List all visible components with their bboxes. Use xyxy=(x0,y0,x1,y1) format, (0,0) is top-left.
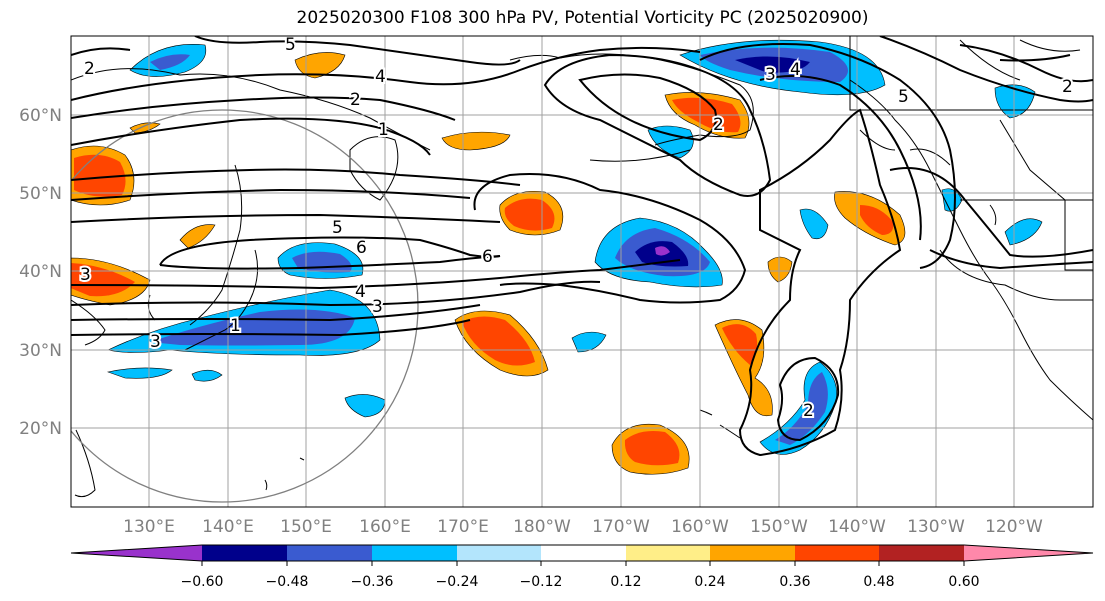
colorbar-tick-label: 0.48 xyxy=(863,574,894,590)
lon-label: 160°E xyxy=(359,517,411,537)
pv-negative-patch xyxy=(150,309,355,346)
lon-label: 180°W xyxy=(513,517,571,537)
pv-positive-patch xyxy=(767,256,793,283)
lat-label: 20°N xyxy=(19,419,62,439)
pv-negative-patch xyxy=(655,246,670,256)
contour-label: 1 xyxy=(230,316,241,336)
pv-negative-patch xyxy=(344,394,386,418)
colorbar-tick-label: 0.60 xyxy=(948,574,979,590)
contour-label: 3 xyxy=(150,332,161,352)
pv-positive-patch xyxy=(441,131,511,151)
pv-negative-patch xyxy=(647,125,694,159)
colorbar-tick-label: −0.24 xyxy=(436,574,479,590)
lon-label: 130°E xyxy=(123,517,175,537)
colorbar-ticks xyxy=(201,561,965,566)
contour-label: 3 xyxy=(765,65,776,85)
contour-label: 6 xyxy=(482,247,493,267)
contour-label: 2 xyxy=(1062,77,1073,97)
colorbar-segment xyxy=(626,545,710,561)
longitude-labels: 130°E 140°E 150°E 160°E 170°E 180°W 170°… xyxy=(123,517,1043,537)
colorbar-tick-label: −0.12 xyxy=(520,574,563,590)
contour-label: 2 xyxy=(713,115,724,135)
contour-label: 6 xyxy=(356,238,367,258)
pv-positive-patch xyxy=(294,52,346,79)
colorbar-tick-label: −0.60 xyxy=(181,574,224,590)
contour-label: 3 xyxy=(372,297,383,317)
pv-positive-patch xyxy=(74,154,126,197)
lon-label: 150°W xyxy=(750,517,808,537)
colorbar-tick-label: 0.36 xyxy=(779,574,810,590)
pv-anomaly-shading xyxy=(71,39,1043,475)
contour-label: 4 xyxy=(355,282,366,302)
colorbar-tick-labels: −0.60 −0.48 −0.36 −0.24 −0.12 0.12 0.24 … xyxy=(181,574,980,590)
lon-label: 140°E xyxy=(202,517,254,537)
contour-label: 3 xyxy=(80,265,91,285)
pv-negative-patch xyxy=(735,56,810,73)
colorbar-segment xyxy=(457,545,541,561)
pv-negative-patch xyxy=(775,372,828,445)
pv-positive-patch xyxy=(624,431,680,466)
colorbar-tick-label: −0.48 xyxy=(266,574,309,590)
colorbar-segment xyxy=(372,545,457,561)
lon-label: 130°W xyxy=(907,517,965,537)
latitude-labels: 60°N 50°N 40°N 30°N 20°N xyxy=(19,106,62,439)
colorbar-segments xyxy=(71,545,1093,561)
pv-positive-patch xyxy=(179,224,216,249)
pv-positive-patch xyxy=(462,316,535,366)
contour-label: 1 xyxy=(378,120,389,140)
pv-negative-patch xyxy=(799,208,829,239)
contour-label: 4 xyxy=(790,60,801,80)
colorbar-segment xyxy=(541,545,626,561)
colorbar-segment xyxy=(795,545,879,561)
lon-label: 160°W xyxy=(671,517,729,537)
chart-title: 2025020300 F108 300 hPa PV, Potential Vo… xyxy=(296,8,869,28)
lon-label: 120°W xyxy=(985,517,1043,537)
colorbar-extend-high xyxy=(964,545,1093,561)
contour-labels: 5 2 4 2 1 5 6 6 4 3 1 3 3 4 5 2 2 2 3 xyxy=(78,33,1075,423)
pv-negative-patch xyxy=(191,369,223,382)
contour-label: 2 xyxy=(350,90,361,110)
pv-contours xyxy=(71,36,1093,457)
colorbar-extend-low xyxy=(71,545,202,561)
colorbar-segment xyxy=(879,545,964,561)
contour-label: 5 xyxy=(898,87,909,107)
lon-label: 140°W xyxy=(828,517,886,537)
pv-negative-patch xyxy=(150,54,190,70)
lat-label: 60°N xyxy=(19,106,62,126)
lon-label: 170°W xyxy=(592,517,650,537)
contour-label: 5 xyxy=(285,35,296,55)
colorbar-tick-label: 0.24 xyxy=(694,574,725,590)
contour-label: 2 xyxy=(803,401,814,421)
pv-positive-patch xyxy=(722,324,758,365)
contour-label: 5 xyxy=(332,218,343,238)
lon-label: 150°E xyxy=(280,517,332,537)
colorbar-tick-label: 0.12 xyxy=(610,574,641,590)
colorbar-tick-label: −0.36 xyxy=(351,574,394,590)
lat-label: 40°N xyxy=(19,262,62,282)
map-frame xyxy=(70,35,1094,508)
contour-label: 2 xyxy=(84,59,95,79)
contour-label: 4 xyxy=(375,67,386,87)
lat-label: 50°N xyxy=(19,184,62,204)
colorbar-segment xyxy=(287,545,372,561)
colorbar-segment xyxy=(202,545,287,561)
pv-positive-patch xyxy=(714,319,773,417)
lon-label: 170°E xyxy=(437,517,489,537)
lat-label: 30°N xyxy=(19,341,62,361)
pv-positive-patch xyxy=(860,205,894,235)
colorbar-segment xyxy=(710,545,795,561)
range-ring xyxy=(71,109,419,503)
pv-negative-patch xyxy=(571,331,607,353)
pv-negative-patch xyxy=(106,367,173,379)
